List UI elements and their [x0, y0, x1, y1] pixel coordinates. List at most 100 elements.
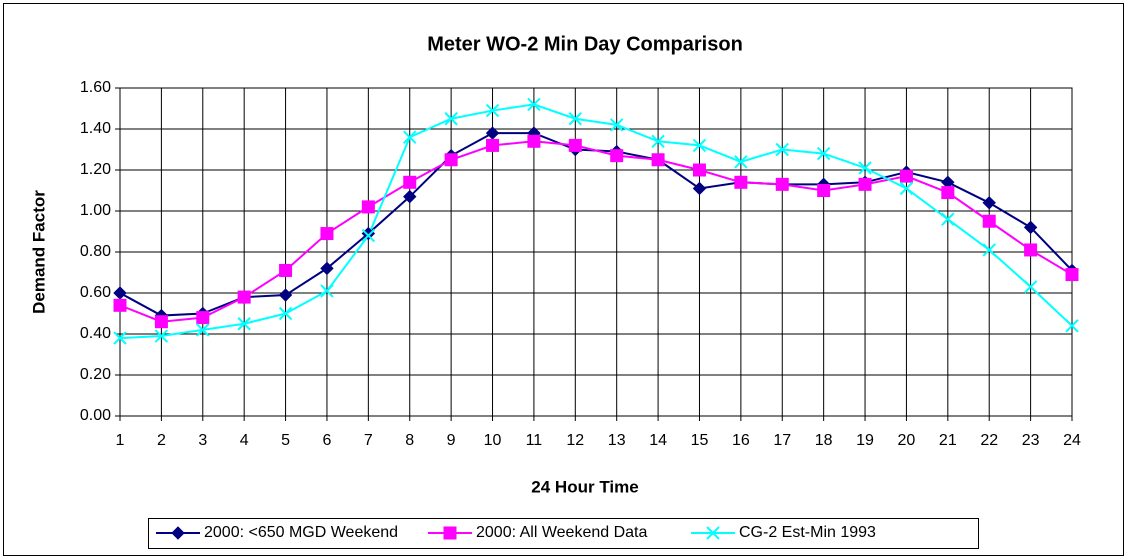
data-point: [403, 130, 417, 144]
data-point: [320, 284, 334, 298]
y-tick-label: 0.00: [80, 407, 111, 424]
x-tick-label: 16: [732, 432, 750, 449]
data-point: [278, 306, 293, 321]
data-point: [858, 177, 872, 191]
data-point: [444, 112, 458, 126]
x-tick-label: 10: [484, 432, 502, 449]
x-tick-label: 17: [773, 432, 791, 449]
data-point: [568, 112, 583, 126]
data-point: [1023, 280, 1038, 294]
y-tick-label: 1.20: [80, 161, 111, 178]
x-tick-label: 23: [1022, 432, 1040, 449]
y-tick-label: 0.40: [80, 325, 111, 342]
legend-label: 2000: <650 MGD Weekend: [204, 524, 398, 541]
x-tick-label: 12: [566, 432, 584, 449]
x-tick-label: 21: [939, 432, 957, 449]
data-point: [444, 153, 458, 167]
legend-marker: [171, 526, 185, 540]
data-point: [775, 177, 789, 191]
chart-title: Meter WO-2 Min Day Comparison: [427, 33, 743, 55]
data-point: [568, 138, 582, 152]
x-tick-label: 2: [157, 432, 166, 449]
y-tick-label: 1.60: [80, 79, 111, 96]
x-tick-label: 24: [1063, 432, 1081, 449]
data-point: [113, 331, 127, 345]
data-point: [154, 315, 168, 329]
data-point: [113, 298, 127, 312]
x-tick-label: 9: [447, 432, 456, 449]
data-point: [485, 103, 500, 118]
legend-marker: [706, 526, 720, 540]
y-tick-label: 0.80: [80, 243, 111, 260]
data-point: [1023, 220, 1038, 235]
data-point: [279, 263, 293, 277]
data-point: [899, 169, 913, 183]
data-point: [237, 290, 251, 304]
data-point: [320, 261, 334, 276]
legend-label: 2000: All Weekend Data: [476, 524, 647, 541]
data-point: [278, 288, 293, 302]
data-point: [609, 118, 624, 132]
x-tick-label: 22: [980, 432, 998, 449]
y-tick-label: 1.00: [80, 202, 111, 219]
x-axis-title: 24 Hour Time: [531, 477, 638, 496]
data-point: [486, 138, 500, 152]
x-tick-label: 7: [364, 432, 373, 449]
series-line: [119, 103, 1073, 340]
data-point: [899, 181, 914, 196]
y-axis-title: Demand Factor: [29, 190, 48, 314]
data-point: [941, 212, 955, 226]
legend-label: CG-2 Est-Min 1993: [739, 524, 876, 541]
data-point: [982, 214, 996, 228]
data-point: [816, 146, 831, 161]
data-point: [527, 97, 541, 112]
x-tick-label: 13: [608, 432, 626, 449]
x-tick-label: 8: [405, 432, 414, 449]
data-point: [734, 175, 748, 189]
y-tick-label: 0.60: [80, 284, 111, 301]
data-point: [651, 153, 665, 167]
legend-marker: [443, 526, 457, 540]
data-point: [403, 175, 417, 189]
data-point: [196, 323, 210, 337]
data-point: [692, 138, 707, 153]
x-tick-label: 18: [815, 432, 833, 449]
y-tick-label: 1.40: [80, 120, 111, 137]
data-point: [1065, 319, 1079, 333]
x-tick-label: 15: [691, 432, 709, 449]
data-point: [527, 134, 541, 148]
x-tick-label: 20: [898, 432, 916, 449]
x-tick-label: 1: [116, 432, 125, 449]
data-point: [361, 228, 376, 243]
data-point: [196, 311, 210, 325]
data-point: [361, 200, 375, 214]
data-point: [692, 181, 707, 196]
x-tick-label: 3: [198, 432, 207, 449]
data-point: [734, 155, 748, 169]
data-point: [982, 243, 996, 257]
data-point: [320, 227, 334, 241]
data-point: [775, 142, 789, 157]
data-point: [1065, 268, 1079, 282]
data-point: [1024, 243, 1038, 257]
x-tick-label: 14: [649, 432, 667, 449]
data-point: [610, 149, 624, 163]
data-point: [941, 186, 955, 200]
x-tick-label: 11: [526, 432, 543, 449]
data-point: [237, 317, 251, 331]
data-point: [982, 196, 996, 210]
x-tick-label: 6: [323, 432, 332, 449]
legend-box: [148, 518, 979, 549]
x-tick-label: 19: [856, 432, 874, 449]
x-tick-label: 5: [281, 432, 290, 449]
data-point: [858, 161, 872, 175]
data-point: [651, 134, 665, 149]
data-point: [692, 163, 706, 177]
data-point: [817, 184, 831, 197]
data-point: [403, 189, 417, 204]
data-point: [154, 329, 169, 343]
series-line: [119, 140, 1073, 323]
y-tick-label: 0.20: [80, 366, 111, 383]
x-tick-label: 4: [240, 432, 249, 449]
